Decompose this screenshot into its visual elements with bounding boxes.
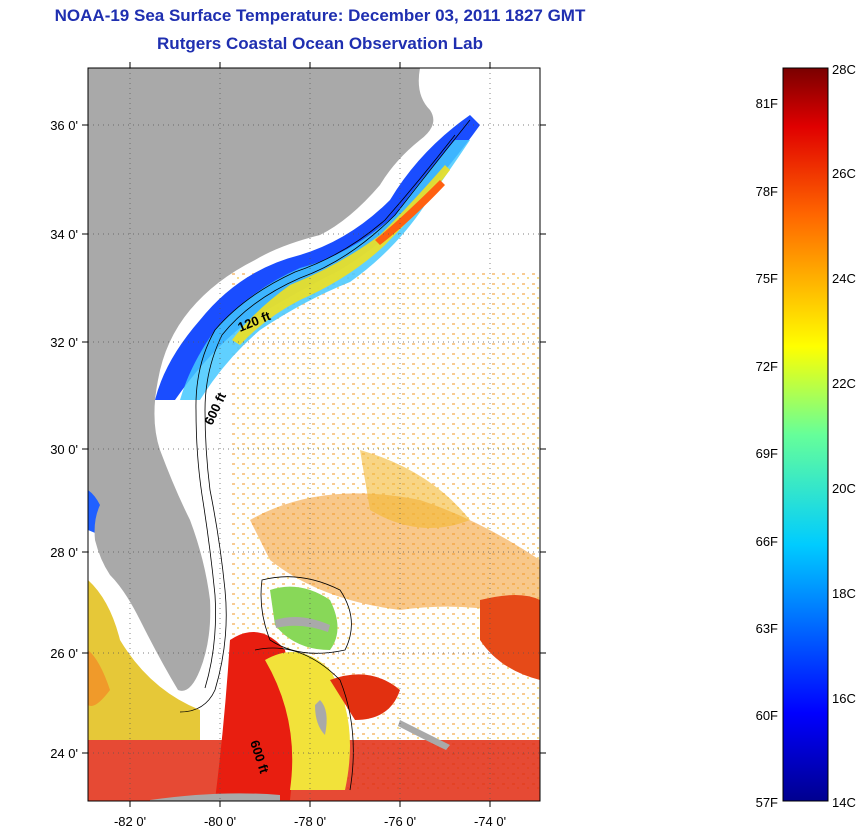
colorbar	[782, 67, 829, 802]
contour-120ft	[195, 134, 456, 689]
land-us-southeast	[88, 68, 434, 691]
lon-label-76: -76 0'	[384, 814, 416, 829]
coastal-warm-edge	[375, 180, 445, 245]
frame-ticks	[82, 62, 546, 807]
cb-label-22c: 22C	[832, 376, 856, 391]
lat-label-26: 26 0'	[50, 646, 78, 661]
cb-label-72f: 72F	[756, 359, 778, 374]
lat-label-24: 24 0'	[50, 746, 78, 761]
cb-label-63f: 63F	[756, 621, 778, 636]
cb-label-81f: 81F	[756, 96, 778, 111]
lat-label-32: 32 0'	[50, 335, 78, 350]
lon-label-78: -78 0'	[294, 814, 326, 829]
cb-label-26c: 26C	[832, 166, 856, 181]
map-title: NOAA-19 Sea Surface Temperature: Decembe…	[54, 6, 586, 25]
andros-island	[315, 700, 327, 735]
map-frame	[87, 67, 541, 802]
exuma-islands	[398, 720, 450, 750]
lon-label-82: -82 0'	[114, 814, 146, 829]
cb-label-14c: 14C	[832, 795, 856, 810]
cb-label-16c: 16C	[832, 691, 856, 706]
cb-label-69f: 69F	[756, 446, 778, 461]
gulf-warm-patch	[88, 650, 110, 706]
lon-label-74: -74 0'	[474, 814, 506, 829]
lat-label-36: 36 0'	[50, 118, 78, 133]
lat-label-34: 34 0'	[50, 227, 78, 242]
lat-label-28: 28 0'	[50, 545, 78, 560]
warm-patch	[360, 450, 470, 528]
gulf-of-mexico-sst	[88, 580, 200, 740]
bahamas-warm-patch	[330, 674, 400, 720]
cb-label-20c: 20C	[832, 481, 856, 496]
colorbar-fahrenheit-labels: 81F 78F 75F 72F 69F 66F 63F 60F 57F	[756, 96, 778, 810]
bahamas-contour	[260, 576, 352, 654]
lon-label-80: -80 0'	[204, 814, 236, 829]
bahama-bank-yellow	[265, 652, 350, 790]
great-bahama-bank-contour	[254, 647, 354, 791]
coastal-yellow-band	[232, 165, 450, 345]
grand-bahama-island	[275, 616, 330, 632]
lat-labels: 36 0' 34 0' 32 0' 30 0' 28 0' 26 0' 24 0…	[50, 118, 78, 761]
lon-labels: -82 0' -80 0' -78 0' -76 0' -74 0'	[114, 814, 506, 829]
cb-label-75f: 75F	[756, 271, 778, 286]
graticule	[88, 68, 540, 801]
cuba-coast	[150, 793, 280, 801]
contour-600ft	[179, 119, 471, 713]
gulf-stream-warm-patch	[250, 493, 540, 620]
east-warm-patch	[480, 595, 540, 680]
cb-label-28c: 28C	[832, 62, 856, 77]
cb-label-18c: 18C	[832, 586, 856, 601]
cb-label-60f: 60F	[756, 708, 778, 723]
lat-label-30: 30 0'	[50, 442, 78, 457]
cb-label-66f: 66F	[756, 534, 778, 549]
map-subtitle: Rutgers Coastal Ocean Observation Lab	[157, 34, 483, 53]
cb-label-57f: 57F	[756, 795, 778, 810]
cb-label-78f: 78F	[756, 184, 778, 199]
colorbar-celsius-labels: 28C 26C 24C 22C 20C 18C 16C 14C	[832, 62, 856, 810]
cb-label-24c: 24C	[832, 271, 856, 286]
